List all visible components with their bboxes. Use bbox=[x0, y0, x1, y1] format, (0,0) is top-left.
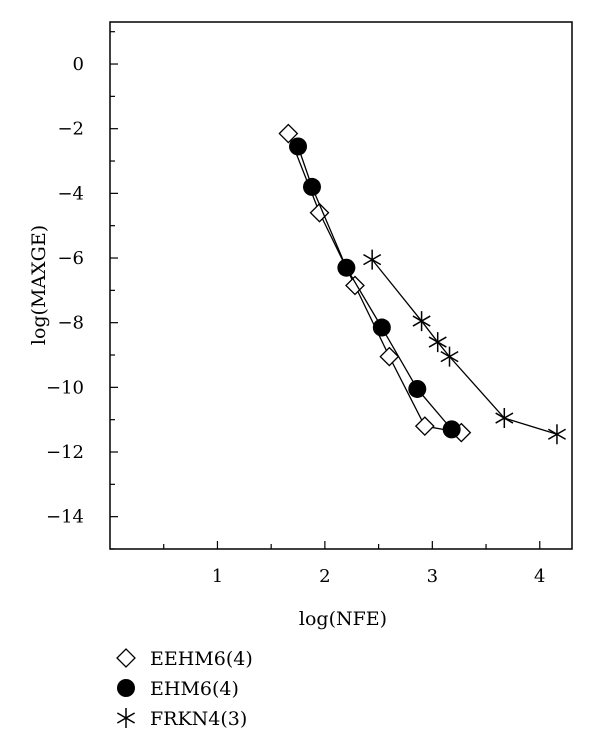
y-tick-label: −12 bbox=[46, 442, 84, 463]
plot-area-frame bbox=[109, 21, 573, 550]
y-axis-label: log(MAXGE) bbox=[28, 225, 50, 345]
x-tick-label: 3 bbox=[427, 566, 438, 587]
data-point bbox=[302, 177, 321, 196]
data-point bbox=[379, 346, 400, 367]
y-tick-label: −8 bbox=[57, 313, 84, 334]
x-tick-label: 4 bbox=[534, 566, 545, 587]
data-point bbox=[372, 318, 391, 337]
legend-label: EEHM6(4) bbox=[150, 648, 253, 670]
data-point bbox=[278, 123, 299, 144]
data-point bbox=[408, 379, 427, 398]
y-tick-label: −10 bbox=[46, 377, 84, 398]
data-point bbox=[414, 416, 435, 437]
data-point bbox=[289, 137, 308, 156]
y-tick-label: −4 bbox=[57, 183, 84, 204]
x-tick-label: 2 bbox=[319, 566, 330, 587]
data-point bbox=[337, 258, 356, 277]
x-tick-label: 1 bbox=[212, 566, 223, 587]
series-layer bbox=[278, 123, 566, 445]
y-tick-label: −2 bbox=[57, 119, 84, 140]
y-tick-label: −6 bbox=[57, 248, 84, 269]
y-axis-ticks: 0 −2 −4 −6 −8 −10 −12 −14 bbox=[46, 31, 118, 550]
y-tick-label: 0 bbox=[73, 54, 84, 75]
x-axis-label: log(NFE) bbox=[299, 608, 387, 630]
legend-marker bbox=[116, 708, 136, 728]
series-group bbox=[289, 137, 461, 439]
data-point bbox=[363, 249, 382, 270]
data-point bbox=[440, 346, 459, 367]
legend-label: EHM6(4) bbox=[150, 678, 239, 700]
data-point bbox=[547, 424, 566, 445]
data-point bbox=[412, 311, 431, 332]
series-group bbox=[278, 123, 472, 443]
data-point bbox=[495, 408, 514, 429]
data-point bbox=[309, 202, 330, 223]
series-line bbox=[371, 259, 558, 435]
legend: EEHM6(4) EHM6(4) FRKN4(3) bbox=[116, 648, 253, 730]
legend-label: FRKN4(3) bbox=[150, 708, 247, 730]
legend-marker bbox=[116, 648, 136, 668]
series-line bbox=[297, 146, 453, 430]
x-axis-ticks: 1 2 3 4 bbox=[163, 541, 545, 587]
y-tick-label: −14 bbox=[46, 507, 84, 528]
legend-marker bbox=[117, 679, 135, 697]
data-point bbox=[428, 332, 447, 353]
data-point bbox=[442, 420, 461, 439]
series-group bbox=[363, 249, 566, 445]
